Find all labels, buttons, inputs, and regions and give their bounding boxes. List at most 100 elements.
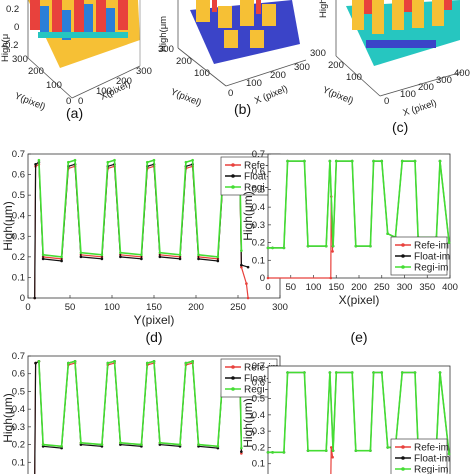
y-tick-label: 0.4 [12,211,25,222]
surface-c-zlabel: High(μm [318,0,329,18]
data-point-regi-im [286,159,289,163]
data-point-regi-im [140,253,143,257]
surface-b-zlabel: High(μm [158,16,169,52]
y-tick-label: 0.1 [252,255,265,266]
surface-a-floor-edge [71,65,141,99]
legend-marker [231,163,235,167]
data-point-float-im [100,257,104,261]
x-tick-label: 350 [419,282,435,293]
data-point-regi-im [79,251,83,255]
data-point-regi-im [37,158,41,162]
data-point-regi-im [369,449,372,452]
data-point-float-im [158,255,162,259]
surface-plot-c: High(μm 100 200 300 Y(pixel) 0 100 200 3… [310,0,470,135]
surface-a-xtick: 200 [116,76,132,87]
y-tick-label: 0.4 [12,404,25,415]
surface-a-pillar [84,4,93,38]
x-tick-label: 250 [374,282,390,293]
data-point-regi-im [119,441,122,445]
data-point-float-im [33,296,37,300]
surface-c-ytick: 100 [346,72,362,83]
data-point-regi-im [354,244,358,248]
surface-c-floor-edge [379,71,463,97]
series-line-regi-im [38,360,243,449]
x-axis-label: X(pixel) [339,293,380,307]
y-tick-label: 0.2 [252,238,265,249]
surface-c-xtick: 0 [384,96,389,107]
y-tick-label: 0.5 [252,394,265,405]
surface-a-wall [38,32,128,38]
surface-b-xtick: 0 [228,88,233,99]
x-tick-label: 200 [188,302,204,313]
surface-b-top [256,0,261,14]
data-point-regi-im [350,159,354,163]
y-tick-label: 0.2 [12,440,25,451]
y-tick-label: 0.7 [252,361,265,372]
surface-a-xtick: 0 [78,96,83,107]
data-point-regi-im [67,361,70,365]
surface-a-ytick: 300 [12,54,28,65]
chart-caption: (d) [145,329,162,345]
data-point-regi-im [328,371,332,374]
data-point-regi-im [191,158,194,162]
data-point-regi-im [145,160,149,164]
surface-c-block [352,0,364,30]
legend-marker [231,174,235,178]
data-point-regi-im [60,445,63,448]
y-tick-label: 0.6 [252,377,265,388]
surface-c-ytick: 200 [328,60,344,71]
data-point-regi-im [271,246,274,250]
y-tick-label: 0.3 [12,422,25,433]
data-point-regi-im [266,451,270,454]
data-point-float-im [79,255,83,259]
data-point-regi-im [386,446,389,449]
legend-marker [401,456,405,460]
data-point-regi-im [400,371,404,374]
legend-marker [401,445,405,449]
surface-a-pillar [40,6,49,34]
data-point-regi-im [158,441,162,445]
data-point-float-im [178,257,182,261]
data-point-regi-im [113,158,116,162]
surface-c-block [372,0,384,34]
surface-b-floor-edge [177,47,227,87]
legend-label: Refe-im [244,161,279,172]
data-point-regi-im [354,449,358,452]
surface-a-ridge [30,0,40,30]
legend-label: Refe-im [414,241,449,252]
data-point-regi-im [271,451,274,454]
data-point-regi-im [60,255,63,259]
data-point-regi-im [306,449,310,452]
data-point-regi-im [152,360,156,363]
y-tick-label: 0.4 [252,202,265,213]
data-point-regi-im [324,449,328,452]
y-tick-label: 0.1 [252,459,265,470]
y-tick-label: 0.3 [12,231,25,242]
data-point-float-im [140,257,143,261]
chart-caption: (e) [350,329,367,345]
data-point-regi-im [282,246,286,250]
legend-marker [401,467,405,471]
surface-b-block [250,30,264,48]
surface-a-floor-edge [27,57,73,99]
data-point-regi-im [140,443,143,446]
data-point-regi-im [331,449,335,452]
data-point-regi-im [145,361,149,365]
surface-c-xtick: 100 [400,89,416,100]
surface-b-ytick: 200 [176,56,192,67]
surface-b-block [218,6,232,28]
surface-a-ridge [52,0,62,34]
surface-b-top [212,0,217,12]
data-point-regi-im [413,371,417,374]
surface-c-block [412,0,424,28]
surface-c-ylabel: Y(pixel) [321,85,355,107]
y-tick-label: 0.3 [252,426,265,437]
legend-marker [231,185,235,189]
surface-b-xtick: 300 [294,62,310,73]
surface-a-pillar [106,8,115,38]
surface-b-block [240,0,254,26]
surface-a-xtick: 100 [96,86,112,97]
line-chart-e: 0 0.1 0.2 0.3 0.4 0.5 0.6 0.7 0 50 100 150 200 250 300… [241,149,458,345]
y-tick-label: 0.7 [252,149,265,160]
